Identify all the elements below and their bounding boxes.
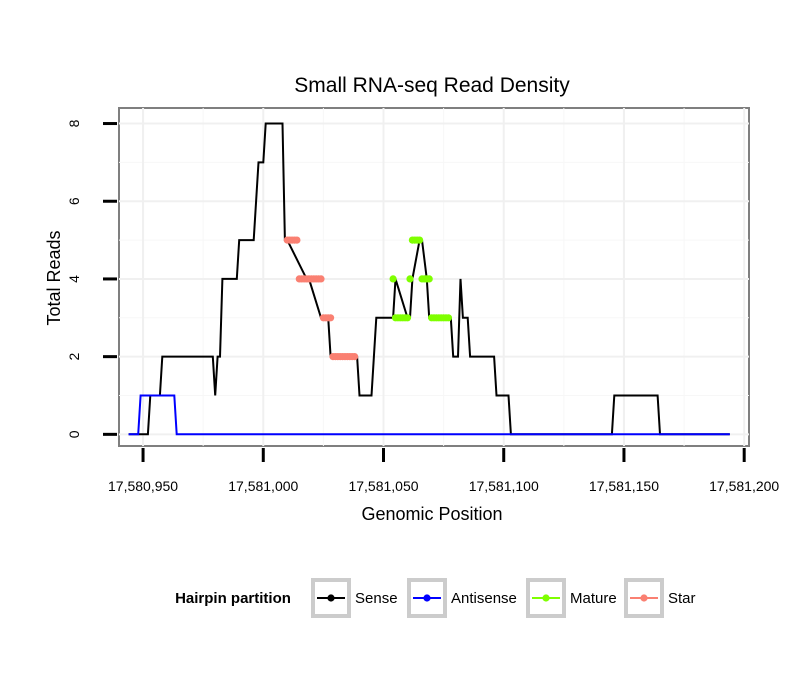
legend-title: Hairpin partition [175, 590, 291, 607]
x-axis-label: Genomic Position [361, 504, 502, 524]
series-star-point [351, 353, 359, 361]
y-tick-label: 0 [66, 430, 82, 438]
series-layer [128, 122, 730, 436]
x-tick-label: 17,581,200 [709, 478, 779, 494]
series-mature-point [403, 314, 412, 322]
series-mature-point [389, 275, 397, 283]
x-tick-label: 17,581,150 [589, 478, 659, 494]
y-axis-label: Total Reads [44, 230, 64, 325]
legend-key-point [542, 594, 550, 602]
chart-title: Small RNA-seq Read Density [294, 74, 570, 97]
y-tick-label: 4 [66, 275, 82, 283]
legend-key-star [624, 578, 664, 618]
series-sense-line [128, 122, 730, 436]
legend-key-point [423, 594, 431, 602]
series-mature-point [425, 275, 433, 283]
x-tick-label: 17,581,000 [228, 478, 298, 494]
axis-ticks: 17,580,950 17,581,000 17,581,050 17,581,100… [66, 119, 779, 494]
legend: Hairpin partition Sense Antisense Mature St… [175, 578, 696, 618]
x-tick-label: 17,581,050 [348, 478, 418, 494]
series-antisense-line [128, 394, 730, 436]
x-tick-label: 17,580,950 [108, 478, 178, 494]
plot-panel [118, 107, 750, 447]
legend-label-star: Star [668, 590, 696, 607]
series-mature-point [444, 314, 452, 322]
legend-label-sense: Sense [355, 590, 398, 607]
legend-key-point [640, 594, 648, 602]
y-tick-label: 6 [66, 197, 82, 205]
legend-label-antisense: Antisense [451, 590, 517, 607]
y-tick-label: 2 [66, 353, 82, 361]
legend-key-mature [526, 578, 566, 618]
y-tick-label: 8 [66, 119, 82, 127]
series-star-point [317, 275, 325, 283]
series-star-point [327, 314, 335, 322]
legend-key-antisense [407, 578, 447, 618]
legend-key-point [327, 594, 335, 602]
legend-label-mature: Mature [570, 590, 617, 607]
legend-key-sense [311, 578, 351, 618]
x-tick-label: 17,581,100 [469, 478, 539, 494]
series-mature-point [416, 236, 424, 244]
series-mature-point [406, 275, 414, 283]
series-star-point [293, 236, 301, 244]
